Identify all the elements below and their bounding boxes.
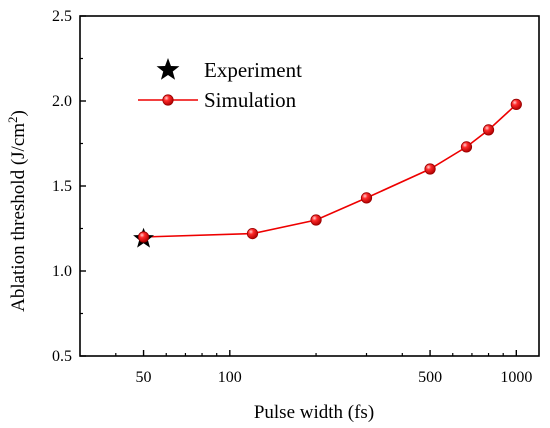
legend-experiment-marker [156,58,180,80]
x-tick-label: 1000 [500,369,532,386]
y-axis-title-superscript: 2 [5,116,20,123]
legend-experiment-label: Experiment [204,58,302,82]
y-tick-label: 2.0 [52,93,72,110]
simulation-point [482,124,495,136]
axis-ticks: 0.5 1.0 1.5 2.0 2.5 50 100 500 1000 [52,8,532,386]
y-tick-label: 2.5 [52,8,72,25]
simulation-point [137,231,150,243]
x-tick-label: 500 [418,369,442,386]
legend-simulation-label: Simulation [204,88,297,112]
plot-frame [79,15,540,357]
simulation-point [360,192,373,204]
x-tick-label: 100 [218,369,242,386]
simulation-point [460,141,473,153]
y-axis-title: Ablation threshold (J/cm2) [5,110,29,312]
y-tick-label: 0.5 [52,348,72,365]
simulation-line [143,103,517,238]
x-axis-title: Pulse width (fs) [254,402,374,423]
y-axis-title-close: ) [8,110,29,116]
y-axis-title-main: Ablation threshold (J/cm [8,123,29,312]
simulation-point [424,163,436,175]
simulation-point [310,214,322,226]
y-tick-label: 1.5 [52,178,72,195]
simulation-point [510,98,522,111]
simulation-point [246,228,259,240]
x-tick-label: 50 [136,369,152,386]
legend-simulation-marker [162,94,174,106]
axes [79,15,540,357]
y-tick-label: 1.0 [52,263,72,280]
data-series [133,98,522,248]
legend: Experiment Simulation [138,58,302,112]
